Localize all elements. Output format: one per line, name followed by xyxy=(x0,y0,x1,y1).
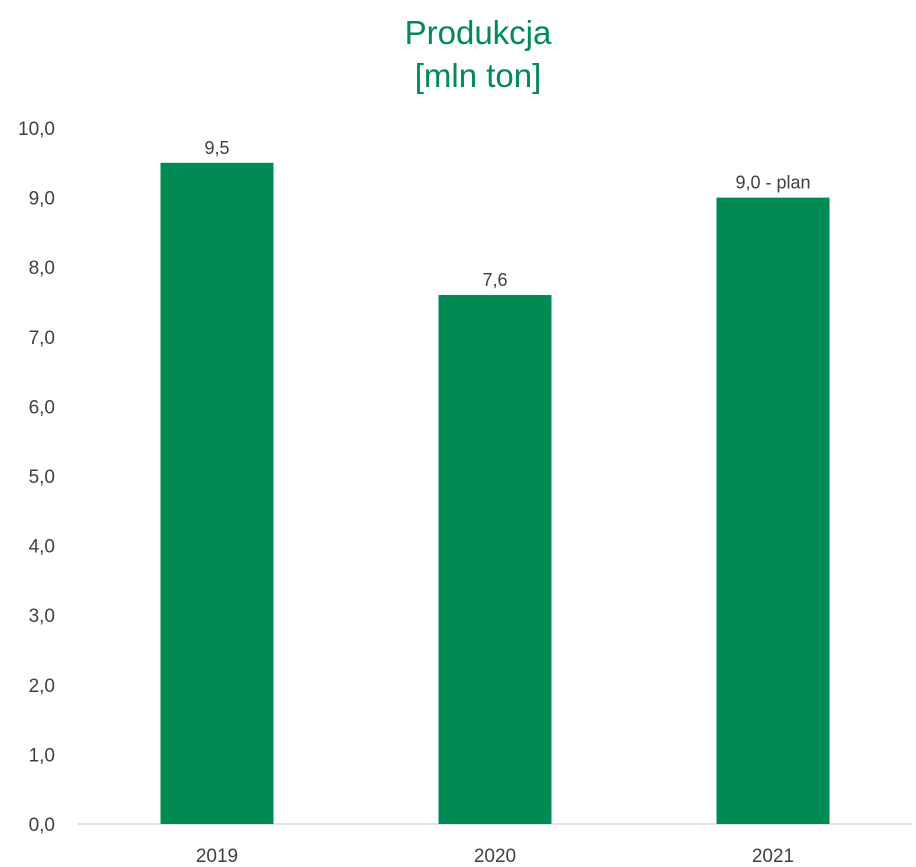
x-tick-label: 2019 xyxy=(196,846,238,867)
x-tick-label: 2021 xyxy=(752,846,794,867)
bar xyxy=(160,162,274,825)
bar xyxy=(716,197,830,825)
y-tick-label: 6,0 xyxy=(29,397,55,418)
bar xyxy=(438,295,552,824)
y-tick-label: 8,0 xyxy=(29,258,55,279)
y-tick-label: 7,0 xyxy=(29,328,55,349)
y-tick-label: 2,0 xyxy=(29,676,55,697)
y-axis-ticks: 0,0 1,0 2,0 3,0 4,0 5,0 6,0 7,0 8,0 9,0 10,0 xyxy=(18,119,55,836)
data-labels: 9,5 7,6 9,0 - plan xyxy=(204,138,810,290)
y-tick-label: 1,0 xyxy=(29,745,55,766)
x-tick-label: 2020 xyxy=(474,846,516,867)
y-tick-label: 3,0 xyxy=(29,606,55,627)
data-label: 9,0 - plan xyxy=(735,173,810,193)
data-label: 9,5 xyxy=(204,138,229,158)
y-tick-label: 5,0 xyxy=(29,467,55,488)
y-tick-label: 10,0 xyxy=(18,119,55,140)
y-tick-label: 0,0 xyxy=(29,815,55,836)
bar-series xyxy=(160,162,830,825)
y-tick-label: 9,0 xyxy=(29,189,55,210)
x-axis-ticks: 2019 2020 2021 xyxy=(196,846,794,867)
y-tick-label: 4,0 xyxy=(29,537,55,558)
chart-title: Produkcja xyxy=(405,14,552,51)
chart-subtitle: [mln ton] xyxy=(415,57,542,94)
data-label: 7,6 xyxy=(482,270,507,290)
